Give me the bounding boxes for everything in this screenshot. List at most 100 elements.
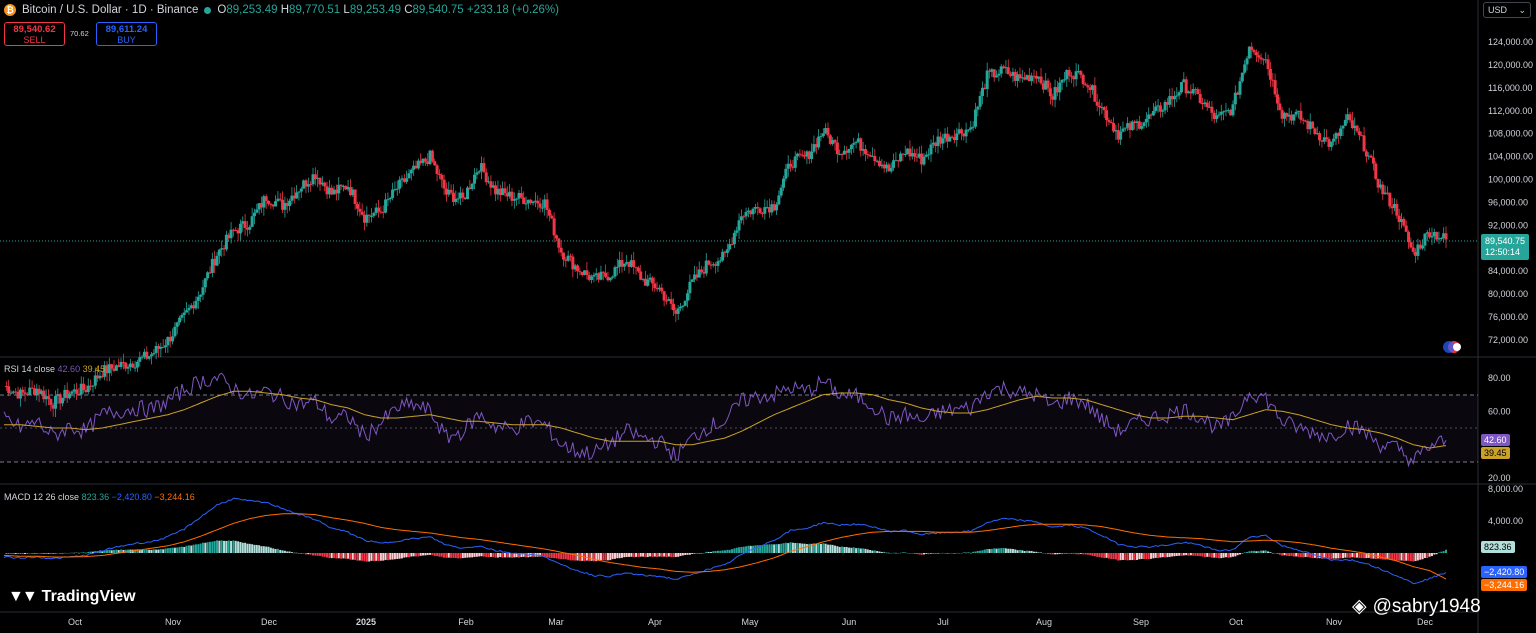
candle bbox=[941, 133, 945, 151]
histogram-bar bbox=[365, 553, 368, 562]
histogram-bar bbox=[1145, 553, 1148, 560]
candle bbox=[945, 127, 949, 148]
histogram-bar bbox=[244, 542, 247, 553]
currency-select[interactable]: USD ⌄ bbox=[1483, 2, 1531, 18]
symbol-header[interactable]: ₿ Bitcoin / U.S. Dollar · 1D · Binance O… bbox=[4, 2, 559, 18]
macd-axis[interactable]: 8,000.00 4,000.00 bbox=[1488, 484, 1523, 526]
candle bbox=[580, 271, 584, 277]
price-axis[interactable]: 124,000.00 120,000.00 116,000.00 112,000.00… bbox=[1488, 37, 1533, 345]
candle bbox=[732, 229, 736, 248]
histogram-bar bbox=[829, 544, 832, 553]
candle bbox=[1336, 132, 1340, 144]
histogram-bar bbox=[958, 553, 961, 554]
candle bbox=[707, 260, 711, 266]
histogram-bar bbox=[1428, 553, 1431, 557]
histogram-bar bbox=[1402, 553, 1405, 561]
histogram-bar bbox=[1103, 553, 1106, 558]
time-axis[interactable]: Oct Nov Dec 2025 Feb Mar Apr May Jun Jul Aug Sep Oct… bbox=[68, 617, 1434, 627]
histogram-bar bbox=[110, 550, 113, 553]
histogram-bar bbox=[1231, 553, 1234, 557]
macd-value-tag: −2,420.80 bbox=[1481, 566, 1528, 578]
histogram-bar bbox=[274, 548, 277, 553]
candle bbox=[875, 159, 879, 163]
candle bbox=[880, 159, 884, 169]
histogram-bar bbox=[1021, 550, 1024, 553]
histogram-bar bbox=[499, 553, 502, 558]
high-value: 89,770.51 bbox=[289, 4, 341, 16]
tradingview-logo[interactable]: ▼▼ TradingView bbox=[8, 588, 136, 606]
histogram-bar bbox=[496, 553, 499, 558]
histogram-bar bbox=[1136, 553, 1138, 560]
histogram-bar bbox=[679, 553, 682, 557]
candle bbox=[587, 271, 591, 282]
candle bbox=[255, 203, 259, 214]
histogram-bar bbox=[1381, 553, 1384, 560]
histogram-bar bbox=[54, 553, 57, 554]
candle bbox=[248, 224, 252, 235]
histogram-bar bbox=[255, 544, 258, 553]
candle bbox=[1257, 50, 1261, 63]
histogram-bar bbox=[1131, 553, 1134, 561]
candle bbox=[454, 190, 458, 205]
histogram-bar bbox=[635, 553, 638, 557]
candle bbox=[267, 200, 271, 206]
candle bbox=[845, 146, 849, 160]
candle bbox=[1142, 121, 1146, 129]
histogram-bar bbox=[719, 550, 722, 553]
candle bbox=[37, 385, 41, 403]
macd-legend[interactable]: MACD 12 26 close 823.36 −2,420.80 −3,244… bbox=[4, 492, 195, 502]
histogram-bar bbox=[1119, 553, 1122, 561]
buy-button[interactable]: 89,611.24 BUY bbox=[96, 22, 157, 46]
candle bbox=[159, 342, 163, 358]
candle bbox=[1025, 74, 1029, 81]
candle bbox=[196, 291, 200, 309]
rsi-legend[interactable]: RSI 14 close 42.60 39.45 bbox=[4, 364, 105, 374]
histogram-bar bbox=[415, 553, 417, 557]
candle bbox=[1327, 136, 1331, 151]
candle bbox=[842, 145, 846, 155]
candle bbox=[1395, 199, 1399, 219]
candle bbox=[463, 196, 467, 200]
candle bbox=[1168, 88, 1172, 108]
histogram-bar bbox=[461, 553, 464, 559]
candle bbox=[72, 383, 76, 398]
histogram-bar bbox=[834, 545, 837, 553]
histogram-bar bbox=[471, 553, 474, 558]
price-tick: 84,000.00 bbox=[1488, 266, 1528, 276]
histogram-bar bbox=[246, 543, 249, 553]
candle bbox=[264, 194, 268, 209]
candle bbox=[1205, 99, 1209, 111]
candle bbox=[1292, 114, 1296, 125]
candle bbox=[91, 384, 95, 393]
candle bbox=[379, 206, 383, 215]
symbol-title[interactable]: Bitcoin / U.S. Dollar · 1D · Binance bbox=[22, 4, 199, 16]
histogram-bar bbox=[190, 545, 193, 553]
histogram-bar bbox=[103, 550, 106, 553]
rsi-axis[interactable]: 80.00 60.00 20.00 bbox=[1488, 373, 1511, 483]
candle bbox=[337, 176, 341, 201]
candle bbox=[885, 161, 889, 173]
time-tick: Sep bbox=[1133, 617, 1149, 627]
histogram-bar bbox=[899, 552, 902, 554]
histogram-bar bbox=[1421, 553, 1424, 560]
candle bbox=[718, 256, 722, 264]
histogram-bar bbox=[1416, 553, 1419, 561]
candle bbox=[227, 232, 231, 242]
candle bbox=[402, 174, 406, 183]
histogram-bar bbox=[1140, 553, 1143, 559]
chevron-down-icon: ⌄ bbox=[1518, 4, 1526, 15]
sell-button[interactable]: 89,540.62 SELL bbox=[4, 22, 65, 46]
histogram-bar bbox=[1253, 550, 1256, 553]
events-icon[interactable] bbox=[1443, 341, 1461, 353]
candle bbox=[896, 159, 900, 168]
histogram-bar bbox=[613, 553, 616, 559]
candle bbox=[250, 207, 254, 228]
histogram-bar bbox=[1112, 553, 1115, 560]
price-tick: 96,000.00 bbox=[1488, 197, 1528, 207]
histogram-bar bbox=[220, 540, 223, 553]
histogram-bar bbox=[171, 547, 174, 553]
histogram-bar bbox=[75, 552, 78, 553]
histogram-bar bbox=[1278, 553, 1281, 555]
histogram-bar bbox=[262, 546, 265, 553]
